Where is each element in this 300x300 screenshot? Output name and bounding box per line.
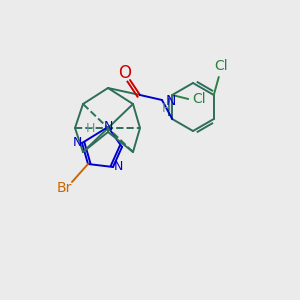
Text: H: H bbox=[85, 122, 95, 134]
Text: N: N bbox=[103, 119, 113, 133]
Text: O: O bbox=[118, 64, 131, 82]
Text: Br: Br bbox=[56, 181, 72, 195]
Text: Cl: Cl bbox=[214, 59, 228, 73]
Text: N: N bbox=[113, 160, 123, 173]
Text: N: N bbox=[166, 94, 176, 108]
Text: N: N bbox=[72, 136, 82, 149]
Text: H: H bbox=[161, 101, 171, 115]
Text: Cl: Cl bbox=[192, 92, 206, 106]
